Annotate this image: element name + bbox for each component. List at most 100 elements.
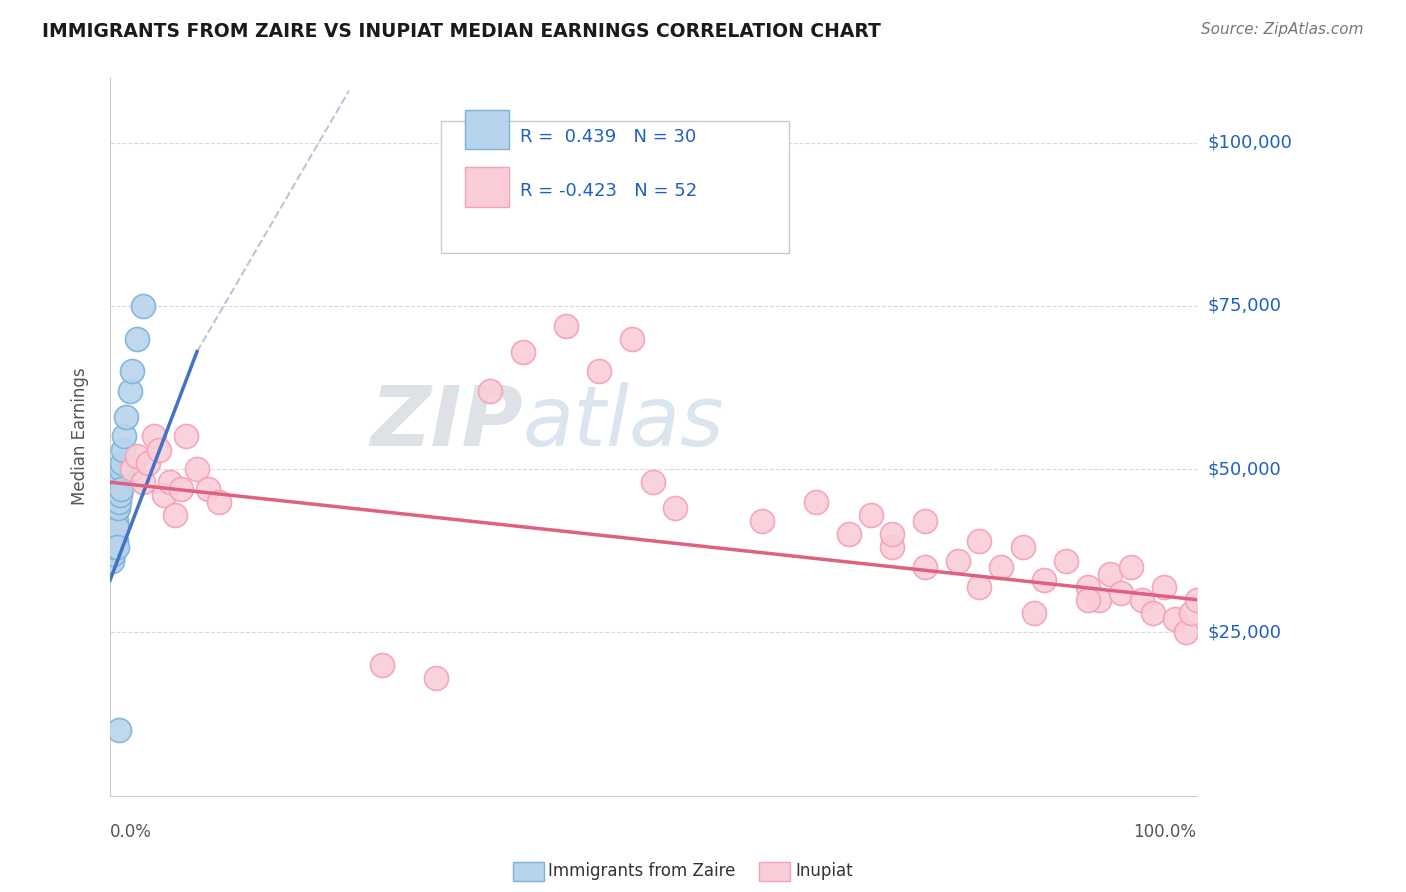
Point — [664, 501, 686, 516]
Point — [121, 364, 143, 378]
Point — [990, 560, 1012, 574]
Point — [112, 429, 135, 443]
Point — [165, 508, 187, 522]
Text: 100.0%: 100.0% — [1133, 823, 1197, 841]
Point — [115, 409, 138, 424]
Bar — [465, 110, 509, 149]
Point — [112, 442, 135, 457]
Point — [127, 449, 149, 463]
Text: $75,000: $75,000 — [1208, 297, 1282, 315]
Point — [882, 527, 904, 541]
Text: $100,000: $100,000 — [1208, 134, 1292, 152]
Point — [131, 299, 153, 313]
Point — [914, 560, 936, 574]
Point — [1180, 606, 1202, 620]
Point — [131, 475, 153, 490]
Point — [107, 723, 129, 738]
Point — [142, 429, 165, 443]
Point — [1077, 592, 1099, 607]
Point — [1174, 625, 1197, 640]
Point — [859, 508, 882, 522]
Text: atlas: atlas — [523, 382, 724, 463]
Point — [101, 553, 124, 567]
Text: $25,000: $25,000 — [1208, 624, 1282, 641]
Point — [107, 501, 129, 516]
Point — [108, 488, 131, 502]
Point — [620, 332, 643, 346]
Text: R =  0.439   N = 30: R = 0.439 N = 30 — [520, 128, 696, 145]
FancyBboxPatch shape — [441, 120, 789, 253]
Point — [103, 541, 125, 555]
Point — [1153, 580, 1175, 594]
Point — [127, 332, 149, 346]
Point — [914, 514, 936, 528]
Point — [111, 456, 134, 470]
Point — [118, 384, 141, 398]
Point — [1130, 592, 1153, 607]
Text: 0.0%: 0.0% — [110, 823, 152, 841]
Point — [751, 514, 773, 528]
Point — [1185, 592, 1208, 607]
Point — [555, 318, 578, 333]
Text: ZIP: ZIP — [370, 382, 523, 463]
Point — [105, 521, 128, 535]
Point — [104, 533, 127, 548]
Point — [512, 344, 534, 359]
Point — [425, 671, 447, 685]
Point — [103, 547, 125, 561]
Point — [1022, 606, 1045, 620]
Point — [105, 541, 128, 555]
Point — [1077, 580, 1099, 594]
Point — [159, 475, 181, 490]
Text: Source: ZipAtlas.com: Source: ZipAtlas.com — [1201, 22, 1364, 37]
Point — [174, 429, 197, 443]
Point — [110, 462, 132, 476]
Text: Immigrants from Zaire: Immigrants from Zaire — [548, 863, 735, 880]
Point — [103, 508, 125, 522]
Point — [1164, 612, 1187, 626]
Point — [370, 657, 392, 672]
Point — [1088, 592, 1111, 607]
Point — [105, 488, 128, 502]
Point — [107, 495, 129, 509]
Point — [588, 364, 610, 378]
Point — [186, 462, 208, 476]
Point — [1142, 606, 1164, 620]
Point — [105, 501, 128, 516]
Point — [153, 488, 176, 502]
Point — [1098, 566, 1121, 581]
Point — [197, 482, 219, 496]
Point — [148, 442, 170, 457]
Point — [1011, 541, 1033, 555]
Point — [1109, 586, 1132, 600]
Point — [806, 495, 828, 509]
Bar — [465, 167, 509, 207]
Point — [946, 553, 969, 567]
Point — [103, 521, 125, 535]
Point — [121, 462, 143, 476]
Text: R = -0.423   N = 52: R = -0.423 N = 52 — [520, 182, 697, 200]
Text: $50,000: $50,000 — [1208, 460, 1281, 478]
Point — [882, 541, 904, 555]
Point — [1054, 553, 1077, 567]
Point — [103, 527, 125, 541]
Point — [838, 527, 860, 541]
Point — [104, 514, 127, 528]
Point — [1033, 573, 1056, 587]
Point — [969, 533, 991, 548]
Point — [107, 475, 129, 490]
Text: Inupiat: Inupiat — [796, 863, 853, 880]
Point — [170, 482, 193, 496]
Point — [108, 468, 131, 483]
Point — [104, 495, 127, 509]
Point — [643, 475, 665, 490]
Point — [136, 456, 159, 470]
Point — [1121, 560, 1143, 574]
Point — [479, 384, 502, 398]
Y-axis label: Median Earnings: Median Earnings — [72, 368, 89, 505]
Point — [110, 482, 132, 496]
Point — [107, 482, 129, 496]
Point — [208, 495, 231, 509]
Point — [969, 580, 991, 594]
Text: IMMIGRANTS FROM ZAIRE VS INUPIAT MEDIAN EARNINGS CORRELATION CHART: IMMIGRANTS FROM ZAIRE VS INUPIAT MEDIAN … — [42, 22, 882, 41]
